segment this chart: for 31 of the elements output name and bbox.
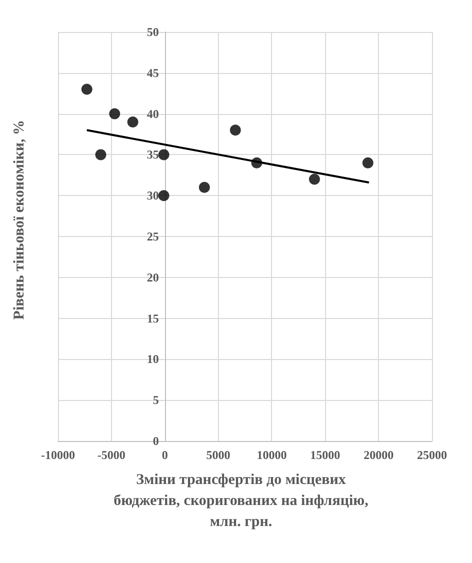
point xyxy=(109,108,120,120)
y-tick-label: 10 xyxy=(146,352,159,366)
point xyxy=(158,190,170,202)
y-tick-label: 5 xyxy=(152,393,159,408)
x-axis-title: Зміни трансфертів до місцевих бюджетів, скоригованих на інфляцію, млн. грн. xyxy=(112,471,370,532)
y-tick-label: 35 xyxy=(146,148,159,162)
x-tick-label: 25000 xyxy=(417,448,447,462)
point xyxy=(198,182,210,193)
point xyxy=(81,84,92,95)
x-tick-label: 15000 xyxy=(310,448,340,462)
point xyxy=(95,149,106,160)
x-tick-label: 0 xyxy=(162,448,168,462)
y-tick-label: 25 xyxy=(146,230,159,244)
point xyxy=(127,116,138,128)
x-tick-label: 5000 xyxy=(206,448,230,462)
point xyxy=(308,174,320,185)
y-tick-label: 45 xyxy=(146,66,159,80)
point xyxy=(158,149,170,160)
y-tick-label: 20 xyxy=(146,270,159,284)
y-tick-label: 40 xyxy=(146,106,159,121)
y-tick-label: 15 xyxy=(146,311,159,326)
x-tick-label: -5000 xyxy=(97,448,126,462)
point xyxy=(230,124,241,136)
y-tick-label: 30 xyxy=(146,188,159,203)
x-tick-label: -10000 xyxy=(41,448,75,462)
x-tick-label: 20000 xyxy=(364,448,394,462)
point xyxy=(362,157,374,168)
y-tick-label: 0 xyxy=(152,434,159,448)
x-tick-label: 10000 xyxy=(256,448,287,462)
y-axis-title: Рівень тіньової економіки, % xyxy=(12,120,28,320)
y-tick-label: 50 xyxy=(146,25,159,39)
